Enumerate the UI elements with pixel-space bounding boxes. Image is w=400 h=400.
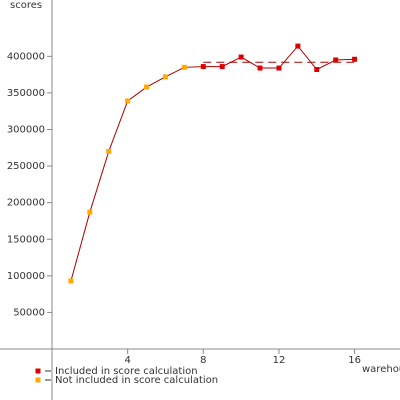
- y-axis-label: scores: [10, 0, 42, 11]
- point: [162, 74, 168, 80]
- y-tick-label: 400000: [7, 51, 45, 62]
- point: [219, 64, 225, 70]
- point: [257, 65, 263, 71]
- legend-marker: [35, 368, 41, 374]
- y-tick-label: 100000: [7, 271, 45, 282]
- point: [238, 54, 244, 60]
- y-tick-label: 150000: [7, 234, 45, 245]
- point: [87, 209, 93, 215]
- point: [125, 98, 131, 104]
- point: [181, 64, 187, 70]
- point: [314, 67, 320, 73]
- point: [106, 148, 112, 154]
- point: [333, 57, 339, 63]
- y-tick-label: 350000: [7, 88, 45, 99]
- x-tick-label: 8: [200, 355, 206, 366]
- x-tick-label: 16: [348, 355, 361, 366]
- y-tick-label: 50000: [13, 307, 45, 318]
- legend-label: Included in score calculation: [55, 366, 198, 377]
- point: [144, 84, 150, 90]
- point: [276, 65, 282, 71]
- point: [200, 64, 206, 70]
- y-tick-label: 300000: [7, 125, 45, 136]
- x-tick-label: 12: [273, 355, 286, 366]
- x-axis-label: warehouses: [362, 364, 400, 375]
- y-tick-label: 200000: [7, 198, 45, 209]
- series-connector: [184, 66, 204, 68]
- x-tick-label: 4: [124, 355, 130, 366]
- point: [68, 278, 74, 284]
- y-tick-label: 250000: [7, 161, 45, 172]
- point: [295, 43, 301, 49]
- point: [352, 56, 358, 62]
- legend-label: Not included in score calculation: [55, 375, 218, 386]
- legend-marker: [35, 377, 41, 383]
